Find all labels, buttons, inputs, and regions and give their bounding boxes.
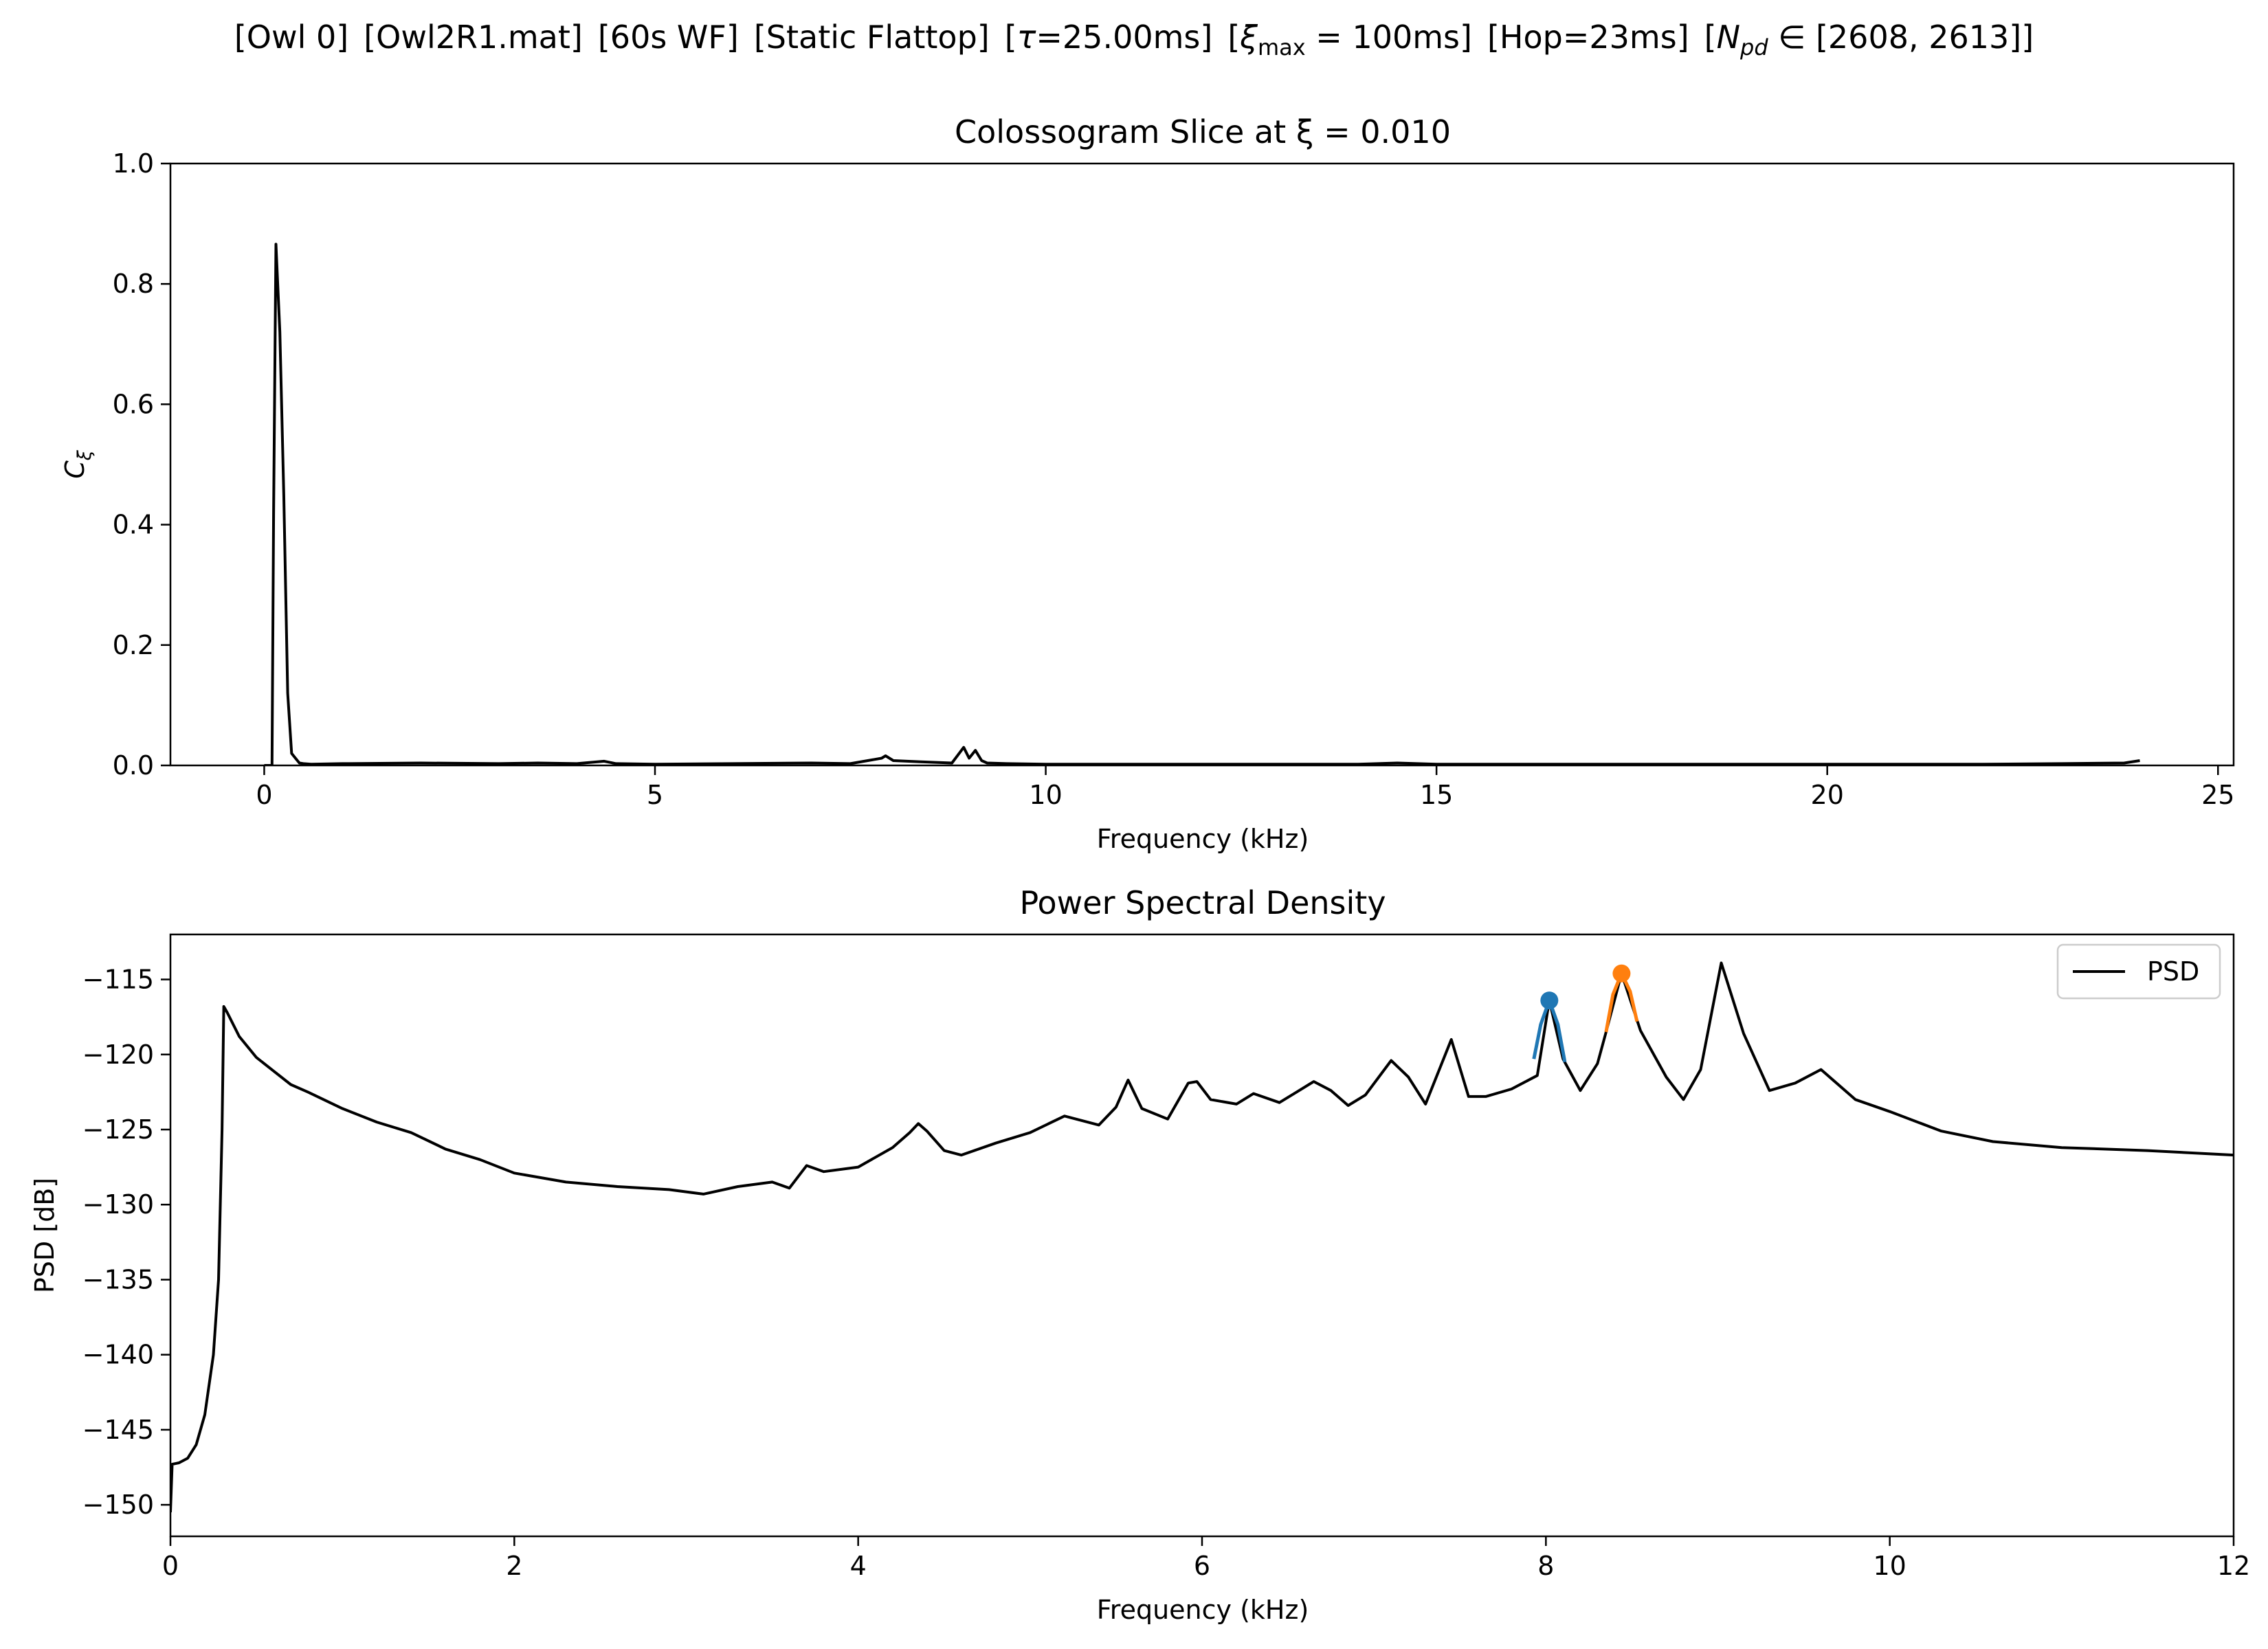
psd-peak-marker bbox=[1540, 991, 1559, 1010]
colossogram-x-tick-label: 5 bbox=[647, 780, 663, 810]
colossogram-x-tick-label: 10 bbox=[1029, 780, 1062, 810]
colossogram-title: Colossogram Slice at ξ = 0.010 bbox=[955, 113, 1451, 150]
figure-suptitle: [Owl 0] [Owl2R1.mat] [60s WF] [Static Flatt… bbox=[234, 19, 2034, 60]
psd-series-line bbox=[170, 961, 2234, 1513]
psd-title: Power Spectral Density bbox=[1019, 884, 1386, 921]
psd-y-tick-label: −140 bbox=[82, 1340, 154, 1370]
psd-legend-label: PSD bbox=[2147, 956, 2199, 987]
colossogram-panel: Colossogram Slice at ξ = 0.010 0 5 10 15 20 2… bbox=[60, 113, 2234, 854]
colossogram-x-tick-label: 20 bbox=[1811, 780, 1844, 810]
colossogram-y-tick-label: 0.2 bbox=[113, 630, 154, 660]
psd-y-tick-label: −130 bbox=[82, 1189, 154, 1220]
colossogram-x-tick-label: 25 bbox=[2201, 780, 2234, 810]
colossogram-x-tick-label: 0 bbox=[256, 780, 272, 810]
psd-x-tick-label: 8 bbox=[1537, 1551, 1554, 1581]
psd-legend: PSD bbox=[2056, 943, 2221, 1000]
psd-y-tick-label: −150 bbox=[82, 1490, 154, 1520]
psd-x-tick-label: 12 bbox=[2217, 1551, 2250, 1581]
psd-y-tick-label: −135 bbox=[82, 1264, 154, 1294]
colossogram-x-tick-label: 15 bbox=[1420, 780, 1453, 810]
colossogram-y-tick-label: 1.0 bbox=[113, 148, 154, 179]
suptitle-part: [Owl2R1.mat] bbox=[364, 19, 583, 56]
colossogram-series-line bbox=[264, 243, 2140, 765]
colossogram-y-tick-label: 0.6 bbox=[113, 389, 154, 419]
psd-x-tick-label: 4 bbox=[850, 1551, 867, 1581]
colossogram-y-axis-label: Cξ bbox=[60, 449, 96, 479]
suptitle-part: [Owl 0] bbox=[234, 19, 348, 56]
psd-y-tick-label: −145 bbox=[82, 1415, 154, 1445]
suptitle-part: [60s WF] bbox=[598, 19, 739, 56]
colossogram-y-tick-label: 0.0 bbox=[113, 750, 154, 781]
psd-y-tick-label: −120 bbox=[82, 1040, 154, 1070]
psd-x-tick-label: 10 bbox=[1873, 1551, 1906, 1581]
suptitle-part: [τ=25.00ms] bbox=[1005, 19, 1213, 56]
suptitle-part: [Static Flattop] bbox=[754, 19, 990, 56]
suptitle-part: [Npd ∈ [2608, 2613]] bbox=[1704, 19, 2034, 60]
psd-axes-frame bbox=[169, 933, 2235, 1538]
psd-y-tick-label: −125 bbox=[82, 1114, 154, 1145]
psd-peak-marker bbox=[1612, 964, 1631, 983]
psd-panel: Power Spectral Density 0 2 4 6 8 10 12 −115 −120… bbox=[30, 884, 2250, 1625]
psd-x-tick-label: 0 bbox=[162, 1551, 179, 1581]
psd-legend-box bbox=[2056, 943, 2221, 1000]
psd-x-axis-label: Frequency (kHz) bbox=[1097, 1595, 1309, 1625]
colossogram-y-tick-label: 0.8 bbox=[113, 269, 154, 299]
suptitle-part: [ξmax = 100ms] bbox=[1227, 19, 1472, 60]
colossogram-x-axis-label: Frequency (kHz) bbox=[1097, 824, 1309, 854]
psd-x-tick-label: 6 bbox=[1194, 1551, 1210, 1581]
colossogram-axes-frame bbox=[169, 162, 2235, 767]
suptitle-part: [Hop=23ms] bbox=[1487, 19, 1689, 56]
colossogram-y-tick-label: 0.4 bbox=[113, 510, 154, 540]
psd-x-tick-label: 2 bbox=[506, 1551, 522, 1581]
psd-y-axis-label: PSD [dB] bbox=[30, 1178, 60, 1293]
psd-y-tick-label: −115 bbox=[82, 965, 154, 995]
